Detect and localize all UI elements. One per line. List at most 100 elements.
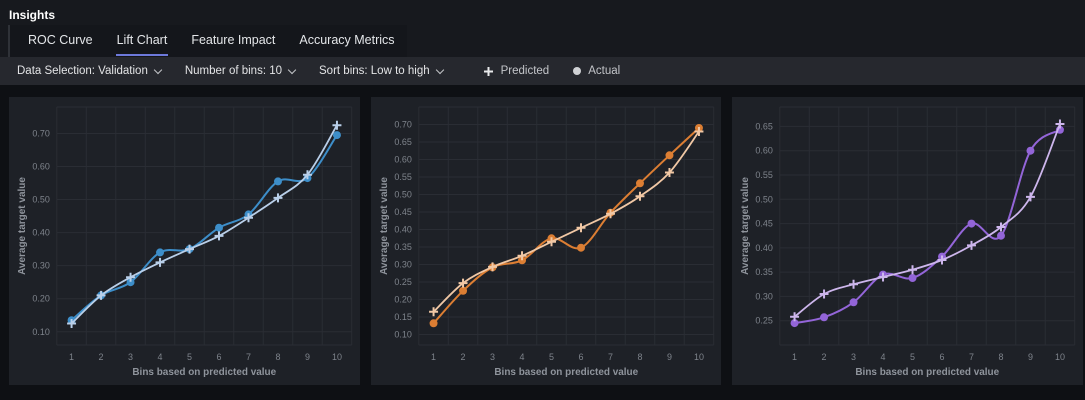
svg-text:8: 8 xyxy=(637,352,642,362)
svg-text:6: 6 xyxy=(578,352,583,362)
svg-text:0.25: 0.25 xyxy=(756,316,773,326)
data-selection-dropdown[interactable]: Data Selection: Validation xyxy=(17,65,163,77)
svg-text:0.60: 0.60 xyxy=(756,146,773,156)
legend-predicted[interactable]: Predicted xyxy=(483,65,550,77)
svg-text:0.60: 0.60 xyxy=(394,154,411,164)
legend-predicted-label: Predicted xyxy=(500,65,550,77)
circle-marker-icon xyxy=(573,67,582,75)
svg-text:0.20: 0.20 xyxy=(394,294,411,304)
svg-text:Average target value: Average target value xyxy=(740,177,751,275)
svg-text:5: 5 xyxy=(910,352,915,362)
sort-bins-dropdown[interactable]: Sort bins: Low to high xyxy=(319,65,444,77)
tab-lift-chart-label: Lift Chart xyxy=(115,26,169,56)
svg-text:0.65: 0.65 xyxy=(394,137,411,147)
svg-text:9: 9 xyxy=(667,352,672,362)
tab-feature-impact-label: Feature Impact xyxy=(191,33,276,47)
svg-text:0.30: 0.30 xyxy=(756,291,773,301)
tab-accuracy-metrics[interactable]: Accuracy Metrics xyxy=(287,25,406,57)
svg-text:Bins based on predicted value: Bins based on predicted value xyxy=(494,367,638,378)
svg-text:8: 8 xyxy=(275,352,280,362)
chevron-down-icon xyxy=(287,65,297,74)
svg-text:0.40: 0.40 xyxy=(756,243,773,253)
svg-text:0.25: 0.25 xyxy=(394,277,411,287)
tab-feature-impact[interactable]: Feature Impact xyxy=(179,25,287,57)
chevron-down-icon xyxy=(435,65,444,74)
svg-text:Bins based on predicted value: Bins based on predicted value xyxy=(132,367,276,378)
svg-text:0.35: 0.35 xyxy=(756,267,773,277)
tab-accuracy-metrics-label: Accuracy Metrics xyxy=(299,33,395,47)
plus-marker-icon xyxy=(483,66,493,76)
legend-actual-label: Actual xyxy=(588,65,621,77)
data-selection-label: Data Selection: Validation xyxy=(17,65,148,77)
svg-text:2: 2 xyxy=(99,352,104,362)
svg-text:0.40: 0.40 xyxy=(394,224,411,234)
svg-text:6: 6 xyxy=(217,352,222,362)
svg-text:0.35: 0.35 xyxy=(394,242,411,252)
svg-text:4: 4 xyxy=(881,352,886,362)
svg-text:0.70: 0.70 xyxy=(32,128,49,138)
svg-text:0.40: 0.40 xyxy=(32,228,49,238)
svg-text:Average target value: Average target value xyxy=(17,177,28,275)
svg-text:3: 3 xyxy=(128,352,133,362)
svg-text:1: 1 xyxy=(431,352,436,362)
svg-text:2: 2 xyxy=(822,352,827,362)
svg-text:0.20: 0.20 xyxy=(32,294,49,304)
number-of-bins-label: Number of bins: 10 xyxy=(184,65,283,77)
svg-text:8: 8 xyxy=(999,352,1004,362)
svg-text:1: 1 xyxy=(69,352,74,362)
svg-text:0.10: 0.10 xyxy=(32,327,49,337)
svg-text:1: 1 xyxy=(792,352,797,362)
lift-chart-purple: 0.25 0.30 0.35 0.40 0.45 0.50 0.55 0.60 0.65 1 2 3 4… xyxy=(740,106,1076,378)
svg-text:7: 7 xyxy=(969,352,974,362)
series-legend: Predicted Actual xyxy=(483,65,645,77)
svg-text:3: 3 xyxy=(490,352,495,362)
svg-text:5: 5 xyxy=(187,352,192,362)
svg-text:5: 5 xyxy=(549,352,554,362)
svg-text:0.65: 0.65 xyxy=(756,121,773,131)
number-of-bins-dropdown[interactable]: Number of bins: 10 xyxy=(184,65,297,77)
svg-text:0.50: 0.50 xyxy=(756,194,773,204)
svg-text:0.45: 0.45 xyxy=(756,219,773,229)
svg-text:9: 9 xyxy=(305,352,310,362)
svg-text:10: 10 xyxy=(332,352,342,362)
svg-text:0.30: 0.30 xyxy=(394,259,411,269)
sort-bins-label: Sort bins: Low to high xyxy=(319,65,430,77)
svg-text:3: 3 xyxy=(851,352,856,362)
svg-text:2: 2 xyxy=(460,352,465,362)
svg-text:0.60: 0.60 xyxy=(32,161,49,171)
lift-chart-panel-1: 0.10 0.20 0.30 0.40 0.50 0.60 0.70 1 2 3 4 5 6 7 8 9 10 B… xyxy=(9,97,360,385)
lift-chart-blue: 0.10 0.20 0.30 0.40 0.50 0.60 0.70 1 2 3 4 5 6 7 8 9 10 B… xyxy=(17,106,353,378)
tab-lift-chart[interactable]: Lift Chart xyxy=(105,25,180,57)
svg-text:4: 4 xyxy=(519,352,524,362)
svg-text:0.45: 0.45 xyxy=(394,207,411,217)
insights-header-area: Insights ROC Curve Lift Chart Feature Im… xyxy=(0,0,1085,57)
svg-text:0.10: 0.10 xyxy=(394,329,411,339)
svg-text:7: 7 xyxy=(608,352,613,362)
svg-text:4: 4 xyxy=(158,352,163,362)
tab-bar: ROC Curve Lift Chart Feature Impact Accu… xyxy=(0,25,1085,57)
svg-text:7: 7 xyxy=(246,352,251,362)
lift-chart-panel-3: 0.25 0.30 0.35 0.40 0.45 0.50 0.55 0.60 0.65 1 2 3 4… xyxy=(732,97,1084,385)
tabs-container: ROC Curve Lift Chart Feature Impact Accu… xyxy=(8,25,407,57)
svg-text:10: 10 xyxy=(694,352,704,362)
svg-text:0.15: 0.15 xyxy=(394,312,411,322)
svg-text:0.55: 0.55 xyxy=(756,170,773,180)
svg-text:0.30: 0.30 xyxy=(32,261,49,271)
legend-actual[interactable]: Actual xyxy=(573,65,620,77)
svg-text:Bins based on predicted value: Bins based on predicted value xyxy=(856,367,1000,378)
tab-roc-curve-label: ROC Curve xyxy=(28,33,93,47)
svg-text:9: 9 xyxy=(1028,352,1033,362)
svg-text:0.50: 0.50 xyxy=(32,195,49,205)
svg-text:0.70: 0.70 xyxy=(394,119,411,129)
tab-roc-curve[interactable]: ROC Curve xyxy=(16,25,105,57)
chevron-down-icon xyxy=(153,65,163,74)
svg-text:0.50: 0.50 xyxy=(394,189,411,199)
lift-chart-panel-2: 0.10 0.15 0.20 0.25 0.30 0.35 0.40 0.45 0.50 0.55… xyxy=(370,97,722,385)
svg-text:Average target value: Average target value xyxy=(379,177,390,275)
svg-text:6: 6 xyxy=(940,352,945,362)
lift-chart-toolbar: Data Selection: Validation Number of bin… xyxy=(0,57,1085,85)
svg-text:10: 10 xyxy=(1055,352,1065,362)
charts-row: 0.10 0.20 0.30 0.40 0.50 0.60 0.70 1 2 3 4 5 6 7 8 9 10 B… xyxy=(9,97,1084,385)
svg-text:0.55: 0.55 xyxy=(394,172,411,182)
page-title: Insights xyxy=(9,8,56,22)
